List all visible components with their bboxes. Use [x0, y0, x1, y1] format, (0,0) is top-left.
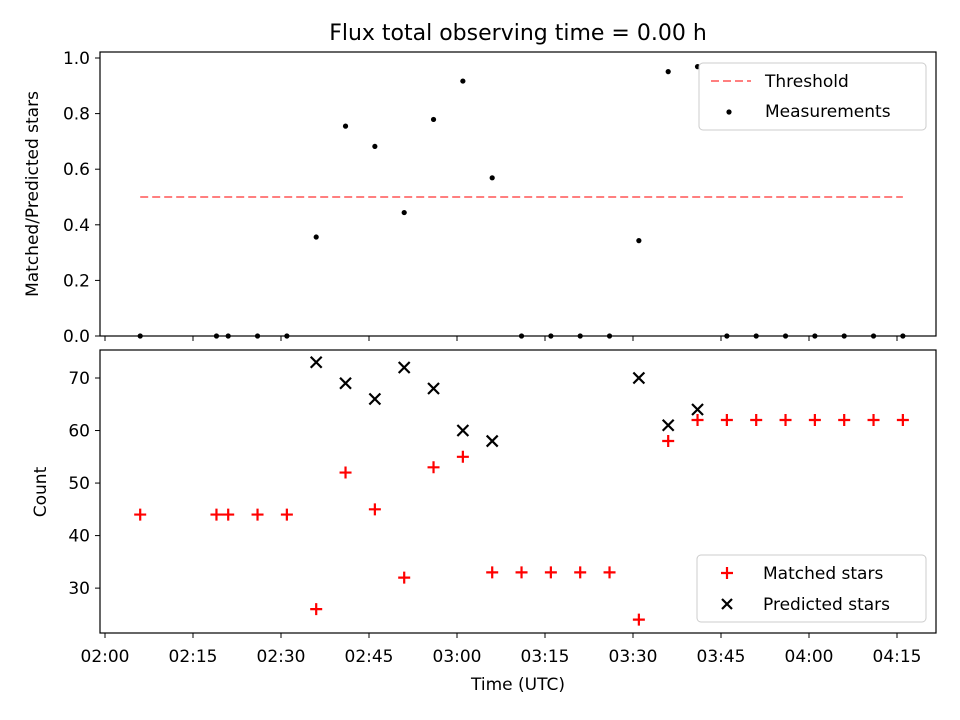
ratio-axes-frame	[99, 51, 937, 337]
ratio-y-tick-label: 0.2	[63, 271, 90, 291]
predicted-star-point	[397, 361, 411, 374]
matched-star-point	[632, 613, 645, 626]
ratio-ticks: 0.0 0.2 0.4 0.6 0.8 1.0	[63, 49, 898, 347]
ratio-y-tick-label: 0.8	[63, 105, 90, 125]
count-points	[134, 355, 909, 626]
matched-star-point	[838, 414, 851, 427]
count-panel: 02:00 02:15 02:30 02:45 03:00 03:15 03:30 03:45…	[31, 349, 937, 695]
predicted-star-point	[691, 403, 704, 416]
x-tick-label: 02:30	[257, 647, 306, 667]
measurement-point	[401, 209, 407, 216]
matched-legend-swatch	[721, 567, 733, 579]
ratio-panel: 0.0 0.2 0.4 0.6 0.8 1.0 Matched/Predicted sta…	[23, 49, 937, 347]
matched-star-point	[662, 435, 675, 448]
measurement-legend-label: Measurements	[765, 102, 891, 122]
matched-star-point	[398, 571, 411, 584]
matched-star-point	[368, 503, 381, 516]
matched-star-point	[456, 450, 469, 463]
count-y-tick-label: 70	[68, 369, 90, 389]
ratio-ylabel: Matched/Predicted stars	[23, 91, 43, 297]
measurement-point	[636, 238, 642, 244]
count-legend-box	[696, 554, 927, 623]
threshold-legend-label: Threshold	[764, 72, 849, 92]
predicted-star-point	[339, 376, 352, 390]
count-y-tick-label: 40	[68, 527, 90, 547]
count-ticks: 02:00 02:15 02:30 02:45 03:00 03:15 03:30 03:45…	[68, 369, 921, 667]
predicted-star-point	[632, 371, 646, 385]
measurement-point	[665, 69, 671, 75]
matched-star-point	[720, 414, 733, 427]
x-tick-label: 04:15	[873, 647, 922, 667]
matched-star-point	[603, 566, 616, 579]
matched-star-point	[691, 414, 704, 427]
predicted-star-point	[427, 382, 440, 395]
measurement-point	[430, 116, 437, 123]
matched-star-point	[339, 466, 352, 479]
matched-legend-label: Matched stars	[763, 564, 883, 584]
x-tick-label: 02:45	[345, 647, 394, 667]
count-axes-frame	[99, 349, 937, 634]
count-y-tick-label: 50	[68, 474, 90, 494]
measurement-point	[372, 143, 378, 150]
matched-star-point	[750, 414, 763, 427]
matched-star-point	[427, 461, 440, 474]
ratio-legend: Threshold Measurements	[698, 62, 927, 131]
count-legend: Matched stars Predicted stars	[696, 554, 927, 623]
measurement-point	[342, 123, 349, 129]
matched-star-point	[251, 508, 264, 521]
chart-title: Flux total observing time = 0.00 h	[329, 21, 707, 46]
measurement-point	[460, 78, 466, 84]
x-tick-label: 04:00	[785, 647, 834, 667]
x-tick-label: 02:00	[81, 647, 130, 667]
matched-star-point	[280, 508, 293, 521]
x-tick-label: 03:15	[521, 647, 570, 667]
count-y-tick-label: 30	[68, 579, 90, 599]
predicted-star-point	[309, 355, 323, 369]
x-tick-label: 03:45	[697, 647, 746, 667]
matched-star-point	[134, 508, 147, 521]
matched-star-point	[486, 566, 499, 579]
x-tick-label: 02:15	[169, 647, 218, 667]
matched-star-point	[222, 508, 235, 521]
x-axis-label: Time (UTC)	[470, 675, 565, 695]
predicted-star-point	[485, 434, 499, 448]
matched-star-point	[544, 566, 557, 579]
matched-star-point	[574, 566, 587, 579]
matched-star-point	[808, 414, 821, 427]
measurement-point	[489, 175, 495, 181]
predicted-legend-label: Predicted stars	[763, 595, 890, 615]
predicted-legend-swatch	[721, 598, 733, 610]
measurement-points	[137, 64, 906, 339]
measurement-point	[313, 234, 319, 240]
ratio-y-tick-label: 0.0	[63, 327, 90, 347]
predicted-star-point	[456, 424, 470, 437]
matched-star-point	[515, 566, 528, 579]
matched-star-point	[896, 414, 909, 427]
x-tick-label: 03:30	[609, 647, 658, 667]
count-y-tick-label: 60	[68, 422, 90, 442]
matched-star-point	[779, 414, 792, 427]
matched-star-point	[210, 508, 223, 521]
ratio-legend-box	[698, 62, 927, 131]
matched-star-point	[867, 414, 880, 427]
ratio-y-tick-label: 0.6	[63, 160, 90, 180]
count-ylabel: Count	[31, 466, 51, 517]
matched-star-point	[310, 603, 323, 616]
predicted-star-point	[661, 418, 675, 432]
x-tick-label: 03:00	[433, 647, 482, 667]
ratio-y-tick-label: 1.0	[63, 49, 90, 69]
measurement-legend-swatch	[726, 109, 732, 115]
ratio-y-tick-label: 0.4	[63, 216, 90, 236]
predicted-star-point	[368, 392, 382, 406]
